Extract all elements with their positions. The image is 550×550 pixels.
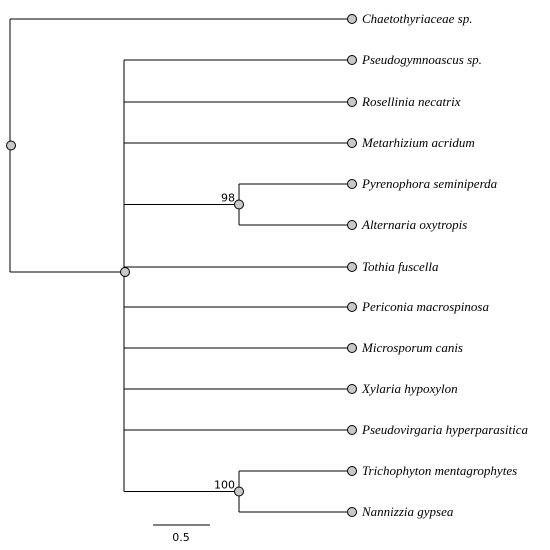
support-value: 98 (221, 192, 235, 205)
taxon-label: Chaetothyriaceae sp. (362, 11, 472, 26)
leaf-node (347, 262, 357, 272)
taxon-label: Alternaria oxytropis (361, 217, 467, 232)
taxon-label: Pseudovirgaria hyperparasitica (361, 422, 528, 437)
taxon-label: Microsporum canis (361, 340, 463, 355)
taxon-label: Nannizzia gypsea (361, 504, 454, 519)
taxon-label: Pyrenophora seminiperda (361, 176, 498, 191)
leaf-node (347, 179, 357, 189)
taxon-label: Rosellinia necatrix (361, 94, 461, 109)
taxon-label: Trichophyton mentagrophytes (362, 463, 517, 478)
leaf-node (347, 138, 357, 148)
leaf-node (347, 384, 357, 394)
taxon-label: Pseudogymnoascus sp. (361, 52, 482, 67)
leaf-node (347, 55, 357, 65)
root-node (6, 140, 16, 151)
leaf-node (347, 343, 357, 353)
taxon-label: Metarhizium acridum (361, 135, 475, 150)
leaf-node (347, 14, 357, 24)
leaf-node (347, 466, 357, 476)
leaf-node (347, 97, 357, 107)
internal-node (234, 486, 244, 497)
taxon-label: Xylaria hypoxylon (361, 381, 458, 396)
leaf-node (347, 507, 357, 517)
leaf-node (347, 302, 357, 312)
taxon-label: Periconia macrospinosa (361, 299, 489, 314)
leaf-node (347, 425, 357, 435)
scale-bar-label: 0.5 (172, 531, 190, 544)
support-value: 100 (214, 479, 235, 492)
taxon-label: Tothia fuscella (362, 259, 439, 274)
internal-node (234, 199, 244, 210)
leaf-node (347, 220, 357, 230)
internal-node (120, 267, 130, 277)
